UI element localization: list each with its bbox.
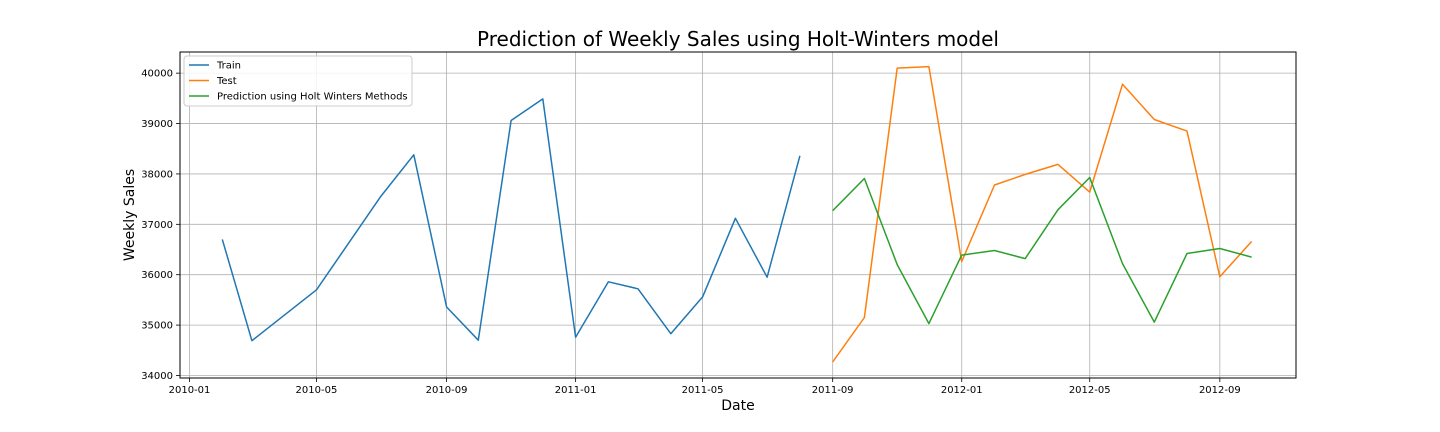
y-tick-label: 39000 <box>141 119 173 130</box>
y-tick-label: 38000 <box>141 169 173 180</box>
x-tick-label: 2011-01 <box>555 385 597 396</box>
x-tick-label: 2012-05 <box>1069 385 1111 396</box>
x-tick-label: 2012-01 <box>941 385 983 396</box>
series-line <box>832 65 1253 363</box>
x-axis-label: Date <box>721 398 754 414</box>
y-tick-label: 40000 <box>141 69 173 80</box>
y-axis: 34000 35000 36000 37000 38000 39000 40000 <box>141 69 180 382</box>
series-line <box>221 98 801 342</box>
chart-title: Prediction of Weekly Sales using Holt-Wi… <box>477 27 999 51</box>
y-tick-label: 35000 <box>141 321 173 332</box>
x-tick-label: 2011-09 <box>812 385 854 396</box>
series-line <box>832 176 1252 325</box>
x-tick-label: 2010-05 <box>296 385 338 396</box>
y-tick-label: 36000 <box>141 270 173 281</box>
series-0 <box>221 98 801 342</box>
legend: Train Test Prediction using Holt Winters M… <box>183 55 413 107</box>
y-tick-label: 37000 <box>141 220 173 231</box>
legend-label: Train <box>216 61 241 72</box>
x-tick-label: 2010-01 <box>169 385 211 396</box>
plot-frame <box>179 51 1297 379</box>
x-tick-label: 2012-09 <box>1199 385 1241 396</box>
y-tick-label: 34000 <box>141 371 173 382</box>
x-axis: 2010-01 2010-05 2010-09 2011-01 2011-05 2011-… <box>169 378 1241 396</box>
series-layer <box>221 65 1253 363</box>
legend-label: Prediction using Holt Winters Methods <box>217 92 408 103</box>
series-1 <box>832 65 1253 363</box>
x-tick-label: 2010-09 <box>426 385 468 396</box>
legend-label: Test <box>216 76 237 87</box>
legend-box <box>183 55 413 107</box>
x-tick-label: 2011-05 <box>682 385 724 396</box>
y-axis-label: Weekly Sales <box>122 169 138 261</box>
series-2 <box>832 176 1252 325</box>
